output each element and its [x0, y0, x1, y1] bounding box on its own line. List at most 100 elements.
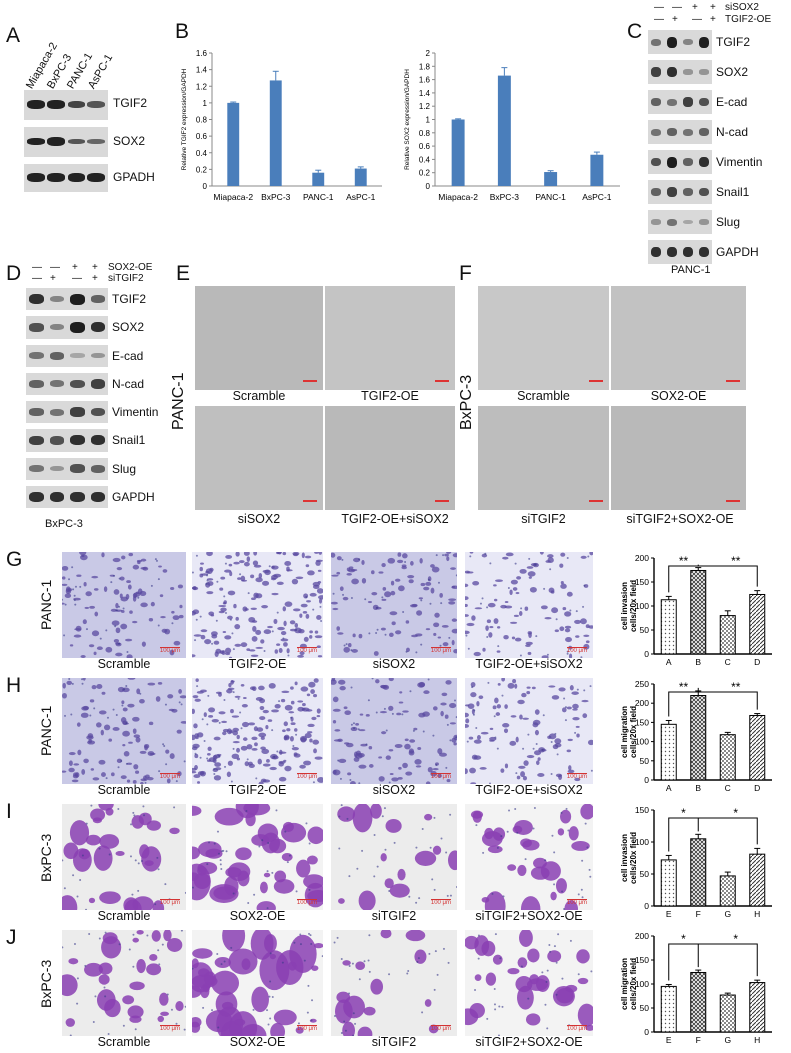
cell-line-label: PANC-1 — [671, 264, 711, 276]
pore-dot — [278, 700, 281, 703]
stained-cell — [294, 627, 302, 634]
stained-cell-cluster — [132, 896, 154, 910]
micrograph-caption: siTGIF2 — [521, 512, 566, 526]
stained-cell — [259, 716, 266, 721]
stained-cell — [469, 767, 476, 774]
stained-cell — [485, 625, 489, 631]
stained-cell — [453, 742, 457, 746]
stained-cell — [127, 703, 135, 708]
pore-dot — [180, 930, 183, 932]
stained-cell — [381, 563, 386, 568]
stained-cell — [451, 628, 457, 634]
stained-cell-cluster — [343, 995, 365, 1019]
protein-band — [667, 246, 677, 258]
stained-cell — [68, 760, 73, 766]
y-axis-label: cell invasion — [620, 834, 629, 882]
stained-cell — [465, 768, 468, 775]
band-label: SOX2 — [113, 134, 146, 148]
pore-dot — [524, 858, 527, 861]
y-tick-label: 200 — [635, 931, 649, 941]
stained-cell-cluster — [507, 864, 517, 871]
pore-dot — [85, 822, 88, 825]
stained-cell — [355, 752, 363, 759]
bar — [749, 714, 766, 781]
pore-dot — [407, 969, 410, 972]
pore-dot — [494, 1008, 497, 1011]
stained-cell — [233, 561, 240, 565]
stained-cell — [539, 552, 544, 555]
stained-cell — [300, 603, 308, 608]
pore-dot — [549, 950, 552, 953]
stained-cell — [493, 618, 499, 624]
stained-cell — [575, 635, 580, 638]
pore-dot — [365, 743, 368, 746]
stained-cell — [476, 700, 480, 707]
stained-cell — [544, 617, 552, 620]
protein-band — [49, 408, 64, 416]
stained-cell — [333, 739, 342, 742]
band-label: Slug — [112, 461, 137, 476]
scale-bar-label: 100 μm — [296, 773, 317, 780]
stained-cell-cluster — [105, 807, 114, 816]
bar — [590, 154, 604, 186]
stained-cell — [425, 581, 432, 586]
stained-cell — [317, 777, 323, 783]
pore-dot — [384, 848, 387, 851]
protein-band — [683, 69, 693, 75]
stained-cell — [404, 743, 411, 750]
pore-dot — [455, 716, 457, 719]
protein-band — [699, 69, 709, 75]
stained-cell-cluster — [273, 1009, 297, 1026]
stained-cell — [548, 685, 556, 688]
pore-dot — [108, 853, 111, 856]
stained-cell — [81, 769, 86, 775]
stained-cell — [402, 710, 409, 713]
stain-texture — [333, 930, 450, 1036]
stained-cell — [361, 559, 365, 566]
micrograph-caption: TGIF2-OE — [361, 389, 419, 403]
stained-cell — [572, 703, 579, 709]
stained-cell-cluster — [214, 956, 231, 969]
stained-cell — [316, 715, 321, 718]
stained-cell — [368, 746, 373, 750]
pore-dot — [541, 748, 544, 751]
transwell-image: 100 μm — [192, 678, 323, 784]
stained-cell — [82, 705, 89, 710]
pore-dot — [92, 1021, 95, 1024]
stained-cell — [200, 634, 206, 640]
pore-dot — [213, 842, 216, 845]
stained-cell — [224, 569, 232, 573]
pore-dot — [224, 611, 227, 614]
stained-cell-cluster — [448, 850, 457, 871]
scale-bar-label: 100 μm — [296, 1025, 317, 1032]
pore-dot — [475, 726, 478, 729]
y-tick-label: 150 — [635, 717, 649, 727]
panel-c-blots: TGIF2 SOX2 E-cad N-cad Vimentin Snail1 Slug GAP… — [648, 28, 791, 268]
stained-cell-cluster — [571, 840, 590, 851]
stained-cell — [233, 603, 237, 609]
stained-cell — [431, 566, 440, 573]
stained-cell — [90, 768, 95, 771]
significance-bracket — [668, 943, 699, 981]
stained-cell — [397, 777, 403, 780]
stained-cell — [207, 746, 212, 752]
pore-dot — [253, 893, 256, 896]
pore-dot — [587, 555, 590, 558]
y-tick-label: 150 — [635, 577, 649, 587]
stained-cell — [342, 596, 349, 601]
stained-cell — [254, 742, 258, 747]
pore-dot — [142, 805, 145, 808]
stained-cell-cluster — [220, 1020, 243, 1036]
significance-bracket — [668, 564, 699, 593]
stained-cell — [299, 651, 305, 656]
y-tick-label: 1.6 — [196, 49, 208, 58]
pore-dot — [404, 560, 407, 563]
stained-cell — [478, 695, 484, 700]
pore-dot — [566, 652, 569, 655]
pore-dot — [125, 721, 128, 724]
significance-bracket — [668, 687, 699, 717]
treatment-sign: — — [692, 14, 702, 25]
stained-cell — [336, 571, 341, 575]
y-tick-label: 0 — [644, 649, 649, 659]
stained-cell — [465, 712, 469, 718]
